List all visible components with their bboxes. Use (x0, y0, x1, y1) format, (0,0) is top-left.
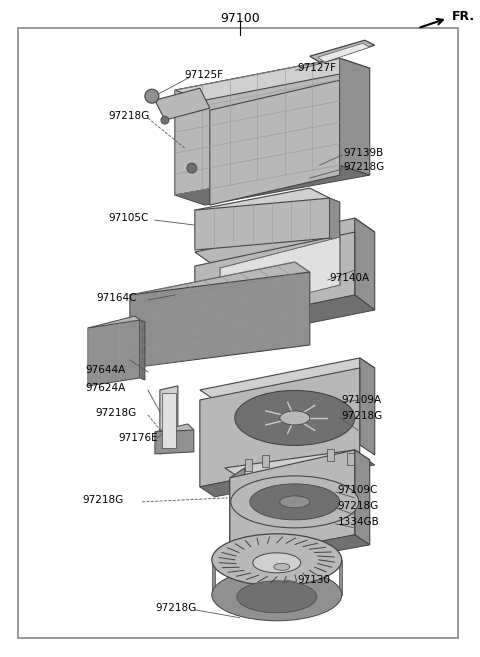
Polygon shape (225, 450, 370, 478)
Polygon shape (88, 320, 140, 386)
Polygon shape (140, 320, 145, 380)
Polygon shape (200, 368, 360, 487)
Circle shape (145, 89, 159, 103)
Text: 97139B: 97139B (344, 148, 384, 158)
Text: 97218G: 97218G (108, 111, 149, 121)
Text: 97109A: 97109A (342, 395, 382, 405)
Polygon shape (220, 237, 340, 315)
Ellipse shape (237, 581, 317, 613)
Polygon shape (195, 218, 375, 266)
Polygon shape (175, 58, 340, 195)
Bar (245, 459, 252, 471)
Polygon shape (130, 272, 310, 368)
Bar (162, 393, 176, 448)
Polygon shape (355, 218, 375, 310)
Polygon shape (230, 468, 245, 560)
Polygon shape (160, 386, 178, 454)
Ellipse shape (231, 476, 359, 528)
Ellipse shape (250, 484, 340, 520)
Bar (339, 560, 342, 595)
Text: 97218G: 97218G (82, 495, 123, 505)
Polygon shape (175, 58, 370, 100)
Text: 97218G: 97218G (342, 411, 383, 421)
Text: 97218G: 97218G (95, 408, 136, 418)
Polygon shape (310, 40, 375, 62)
Text: 97100: 97100 (220, 12, 260, 25)
Polygon shape (155, 424, 194, 438)
Text: 97218G: 97218G (155, 602, 196, 613)
Text: 97176E: 97176E (118, 433, 157, 443)
Polygon shape (330, 198, 340, 242)
Polygon shape (195, 188, 330, 220)
Bar (212, 560, 215, 595)
Polygon shape (195, 232, 355, 328)
Text: 97644A: 97644A (85, 365, 125, 375)
Bar (327, 449, 334, 461)
Polygon shape (340, 58, 370, 175)
Text: 97218G: 97218G (338, 501, 379, 511)
Bar (347, 453, 354, 465)
Polygon shape (155, 88, 210, 120)
Circle shape (187, 163, 197, 173)
Polygon shape (355, 450, 370, 545)
Polygon shape (210, 80, 340, 205)
Ellipse shape (235, 390, 355, 445)
Text: 97624A: 97624A (85, 383, 125, 393)
Polygon shape (88, 316, 140, 332)
Ellipse shape (212, 534, 342, 586)
Ellipse shape (274, 563, 290, 570)
Ellipse shape (280, 411, 310, 425)
Circle shape (161, 116, 169, 124)
Ellipse shape (212, 569, 342, 621)
Polygon shape (200, 358, 375, 400)
Ellipse shape (280, 496, 310, 508)
Text: 97130: 97130 (298, 575, 331, 585)
Polygon shape (230, 450, 355, 560)
Text: 97164C: 97164C (96, 293, 136, 303)
Text: 97127F: 97127F (298, 63, 337, 73)
Text: FR.: FR. (452, 10, 475, 23)
Bar (262, 455, 269, 467)
Text: 97125F: 97125F (185, 70, 224, 80)
Polygon shape (155, 430, 194, 454)
Polygon shape (195, 198, 330, 250)
Text: 97140A: 97140A (330, 273, 370, 283)
Polygon shape (130, 262, 310, 305)
Text: 97109C: 97109C (338, 485, 378, 495)
Polygon shape (175, 165, 370, 205)
Polygon shape (230, 535, 370, 568)
Polygon shape (360, 358, 375, 455)
Polygon shape (195, 295, 375, 342)
Ellipse shape (253, 553, 301, 573)
Polygon shape (318, 43, 370, 62)
Text: 1334GB: 1334GB (338, 517, 380, 527)
Text: 97105C: 97105C (108, 213, 148, 223)
Polygon shape (200, 455, 375, 497)
Text: 97218G: 97218G (344, 162, 385, 172)
